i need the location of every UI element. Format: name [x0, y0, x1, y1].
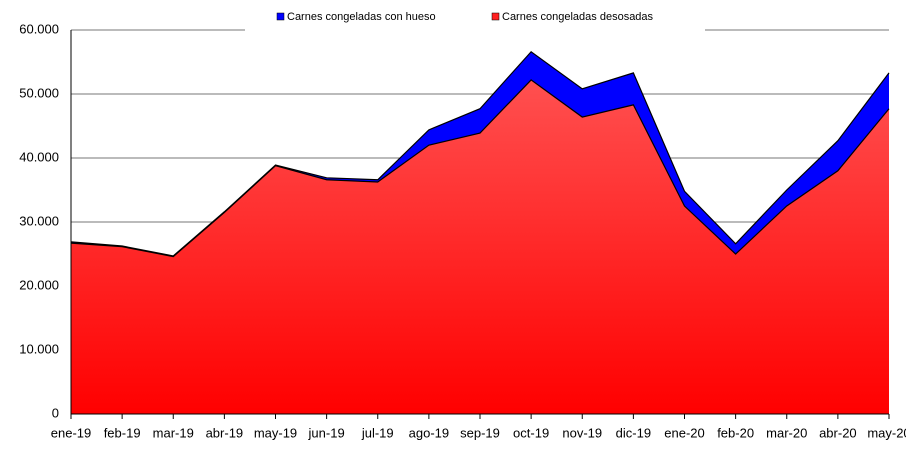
- series-line: [70, 50, 890, 257]
- legend-label: Carnes congeladas desosadas: [502, 11, 654, 23]
- x-tick-label: ago-19: [409, 425, 449, 440]
- x-tick-label: feb-20: [717, 425, 754, 440]
- y-tick-label: 10.000: [19, 341, 59, 356]
- x-tick-label: oct-19: [513, 425, 549, 440]
- y-tick-label: 30.000: [19, 213, 59, 228]
- x-tick-label: dic-19: [616, 425, 651, 440]
- x-tick-label: jun-19: [308, 425, 345, 440]
- legend-swatch: [276, 12, 285, 21]
- x-tick-label: mar-20: [766, 425, 807, 440]
- y-tick-label: 60.000: [19, 21, 59, 36]
- x-tick-label: nov-19: [562, 425, 602, 440]
- x-tick-label: feb-19: [104, 425, 141, 440]
- y-tick-label: 0: [52, 405, 59, 420]
- x-tick-label: ene-19: [51, 425, 91, 440]
- x-tick-label: abr-19: [206, 425, 244, 440]
- legend-label: Carnes congeladas con hueso: [287, 11, 436, 23]
- x-tick-label: ene-20: [664, 425, 704, 440]
- x-tick-label: may-19: [254, 425, 297, 440]
- x-tick-label: jul-19: [361, 425, 394, 440]
- x-tick-label: may-20: [867, 425, 906, 440]
- y-tick-label: 20.000: [19, 277, 59, 292]
- legend-box: [245, 8, 705, 32]
- y-tick-label: 40.000: [19, 149, 59, 164]
- x-tick-label: sep-19: [460, 425, 500, 440]
- x-tick-label: mar-19: [153, 425, 194, 440]
- area: [71, 79, 889, 415]
- legend-swatch: [491, 12, 500, 21]
- y-tick-label: 50.000: [19, 85, 59, 100]
- x-tick-label: abr-20: [819, 425, 857, 440]
